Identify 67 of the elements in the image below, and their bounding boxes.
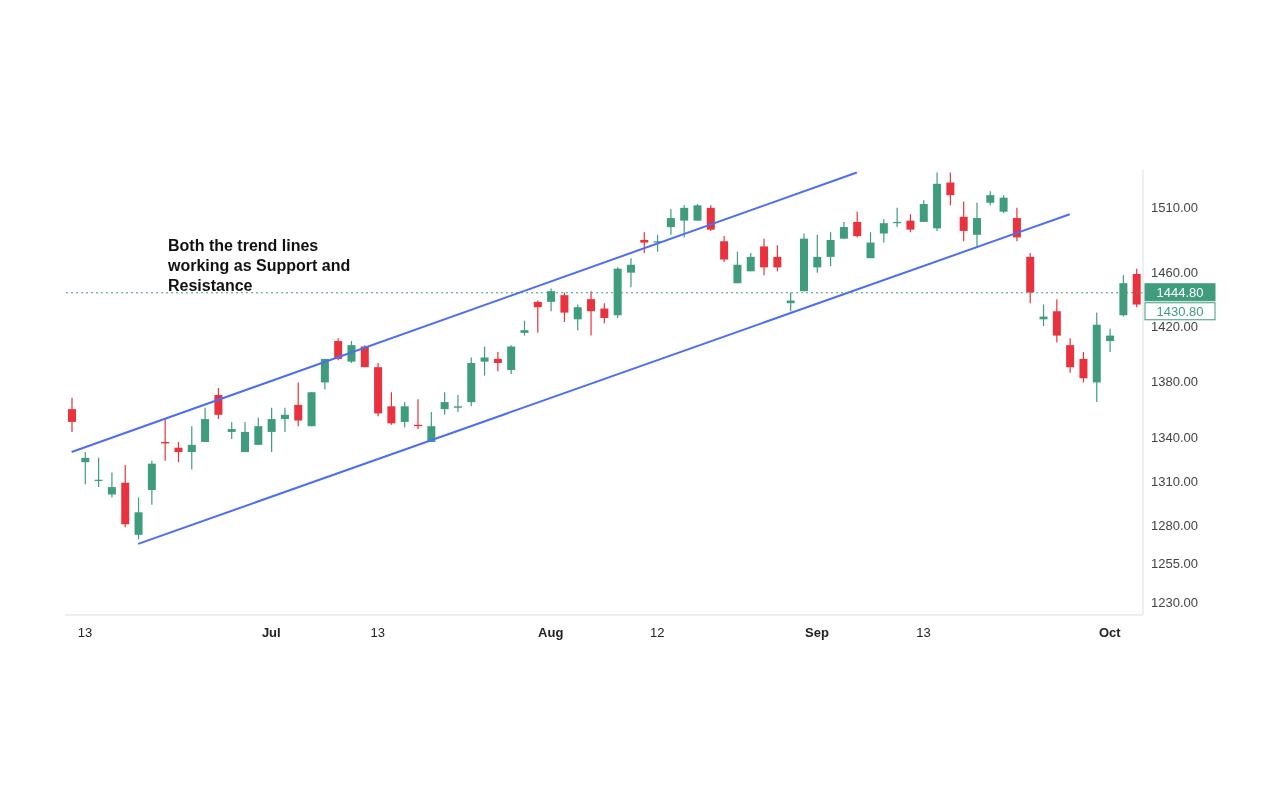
candlestick [280, 407, 289, 433]
candlestick [480, 345, 489, 377]
candlestick [972, 202, 981, 249]
candlestick [1106, 328, 1115, 353]
text: 1430.80 [1156, 303, 1204, 319]
candlestick [879, 218, 888, 244]
candlestick [201, 407, 210, 443]
candlestick [507, 344, 516, 375]
y-tick-label: 1255.00 [1151, 556, 1198, 572]
candlestick [853, 211, 862, 238]
candlestick [773, 244, 782, 272]
candlestick [1079, 351, 1088, 384]
candlestick [666, 208, 675, 236]
candlestick [267, 407, 276, 453]
candlestick [826, 231, 835, 267]
y-tick-label: 1310.00 [1151, 473, 1198, 489]
candlestick [453, 394, 462, 413]
y-tick-label: 1280.00 [1151, 518, 1198, 534]
candlestick [440, 391, 449, 416]
y-tick-label: 1380.00 [1151, 373, 1198, 389]
candlestick [214, 387, 223, 420]
candlestick [241, 421, 250, 453]
candlestick [680, 204, 689, 238]
x-tick-label: Aug [538, 625, 564, 640]
candlestick [334, 337, 343, 361]
candlestick [387, 391, 396, 426]
candlestick [760, 238, 769, 276]
candlestick [107, 471, 116, 499]
x-tick-label: Oct [1098, 625, 1122, 640]
candlestick [600, 302, 609, 324]
y-tick-label: 1420.00 [1151, 318, 1198, 334]
candlestick [400, 401, 409, 429]
candlestick [720, 235, 729, 263]
candlestick [134, 496, 143, 540]
annotation: Both the trend lines working as Support and Resistance [168, 236, 352, 296]
y-tick-label: 1230.00 [1151, 595, 1198, 611]
candlestick [68, 397, 76, 433]
candlestick [706, 204, 715, 232]
x-tick-label: 13 [916, 625, 931, 640]
y-tick-label: 1460.00 [1151, 265, 1198, 281]
y-tick-label: 1510.00 [1151, 200, 1198, 216]
candlestick [493, 351, 502, 372]
candlestick [626, 257, 635, 288]
candlestick [919, 199, 928, 223]
candlestick [187, 425, 196, 471]
x-tick-label: 13 [370, 625, 385, 640]
candlestick [573, 303, 582, 331]
candlestick [560, 291, 569, 323]
candlestick [587, 290, 596, 337]
x-tick-label: Jul [261, 625, 281, 640]
ref-line-label: 1444.80 [1156, 284, 1204, 300]
candlestick [174, 441, 183, 463]
candlestick [866, 231, 875, 259]
candlestick [733, 251, 742, 284]
x-tick-label: 12 [650, 625, 665, 640]
candlestick [81, 451, 90, 485]
x-tick-label: 13 [77, 625, 93, 640]
candlestick [254, 417, 263, 446]
candlestick [813, 234, 822, 274]
candlestick [1066, 337, 1075, 374]
candlestick [533, 299, 542, 334]
x-tick-label: Sep [805, 625, 829, 640]
candlestick [640, 231, 649, 254]
y-tick-label: 1340.00 [1151, 430, 1198, 446]
candlestick [294, 381, 303, 427]
candlestick [959, 200, 968, 242]
candlestick [946, 171, 955, 206]
